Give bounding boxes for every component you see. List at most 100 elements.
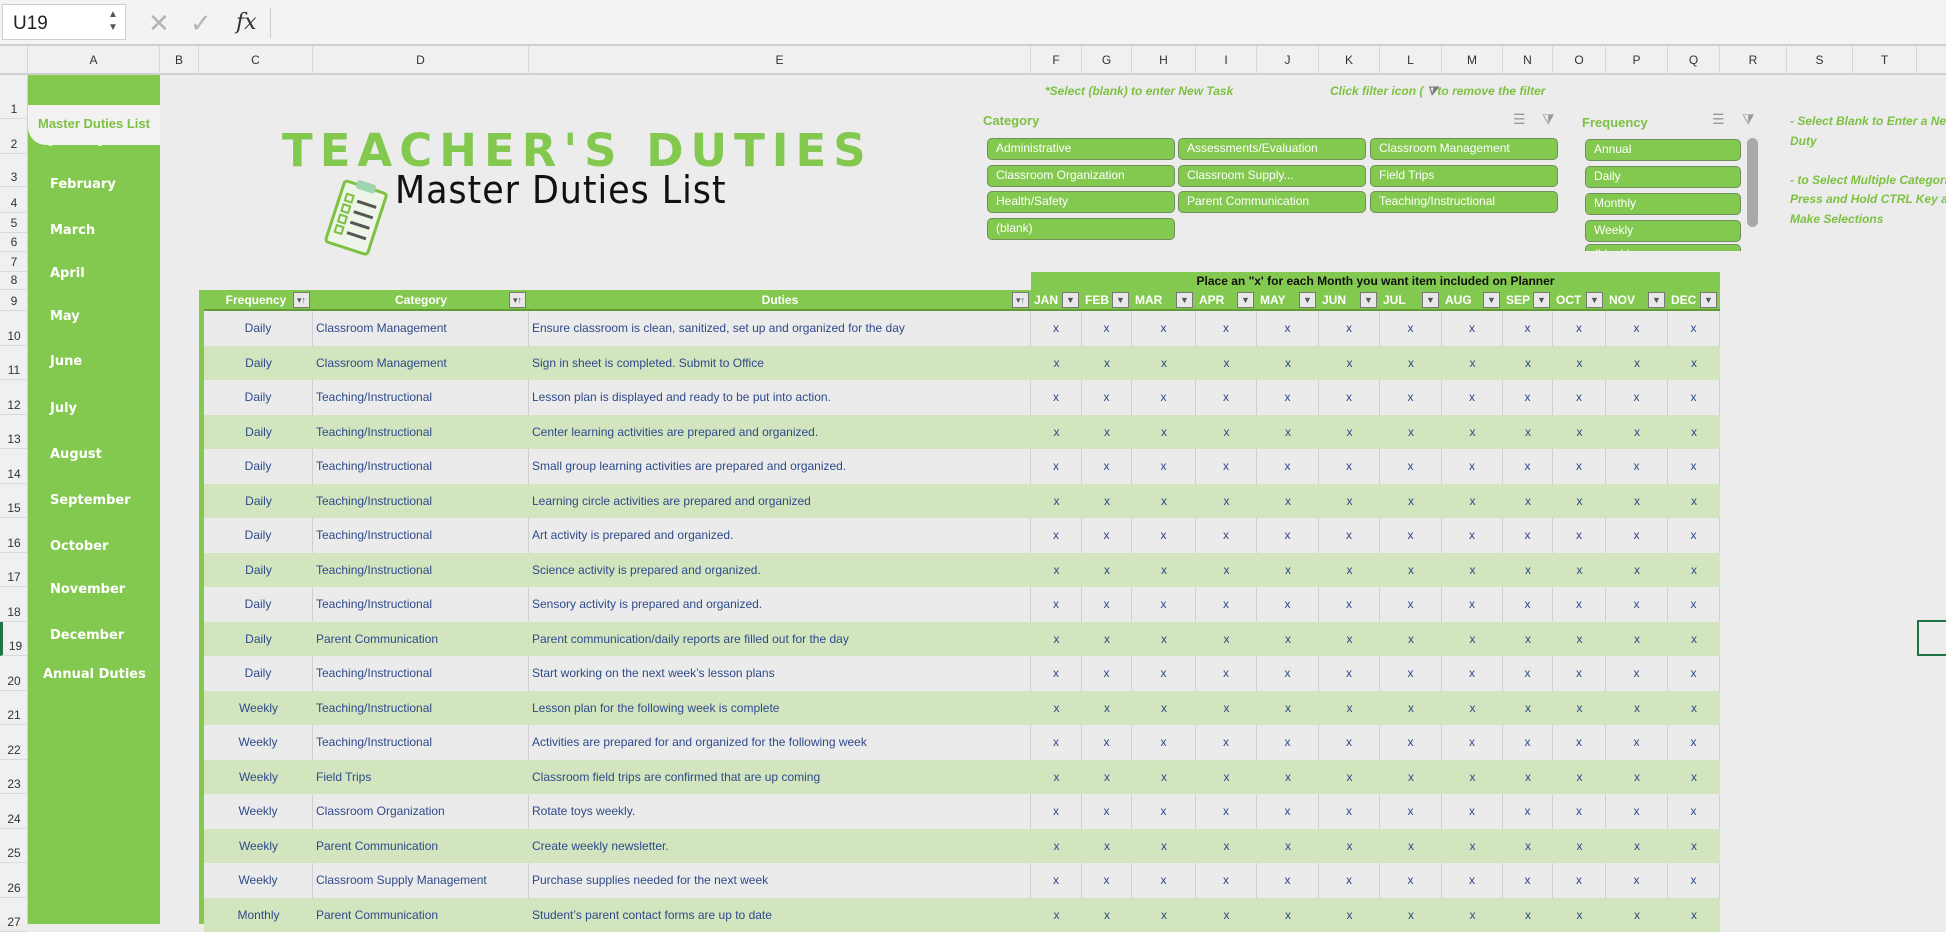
month-mark-cell[interactable]: x [1668,691,1720,726]
month-mark-cell[interactable]: x [1380,380,1442,415]
frequency-cell[interactable]: Daily [204,484,313,519]
month-mark-cell[interactable]: x [1606,898,1668,932]
month-mark-cell[interactable]: x [1503,415,1553,450]
month-mark-cell[interactable]: x [1553,794,1606,829]
frequency-option[interactable]: Annual [1585,139,1741,161]
column-header-N[interactable]: N [1503,46,1553,75]
frequency-cell[interactable]: Monthly [204,898,313,932]
month-mark-cell[interactable]: x [1606,622,1668,657]
month-mark-cell[interactable]: x [1442,449,1503,484]
month-mark-cell[interactable]: x [1132,622,1196,657]
month-mark-cell[interactable]: x [1031,898,1082,932]
month-mark-cell[interactable]: x [1082,863,1132,898]
month-mark-cell[interactable]: x [1196,829,1257,864]
month-mark-cell[interactable]: x [1503,829,1553,864]
month-mark-cell[interactable]: x [1503,311,1553,346]
month-mark-cell[interactable]: x [1668,622,1720,657]
month-mark-cell[interactable]: x [1503,898,1553,932]
duty-cell[interactable]: Lesson plan is displayed and ready to be… [529,380,1031,415]
row-header-1[interactable]: 1 [0,75,28,119]
column-header-L[interactable]: L [1380,46,1442,75]
month-mark-cell[interactable]: x [1553,380,1606,415]
frequency-cell[interactable]: Daily [204,656,313,691]
month-mark-cell[interactable]: x [1319,829,1380,864]
month-mark-cell[interactable]: x [1196,725,1257,760]
duty-cell[interactable]: Purchase supplies needed for the next we… [529,863,1031,898]
month-mark-cell[interactable]: x [1442,518,1503,553]
month-mark-cell[interactable]: x [1442,553,1503,588]
column-header-Q[interactable]: Q [1668,46,1720,75]
month-mark-cell[interactable]: x [1132,587,1196,622]
month-mark-cell[interactable]: x [1082,380,1132,415]
frequency-cell[interactable]: Daily [204,553,313,588]
column-header-E[interactable]: E [529,46,1031,75]
month-mark-cell[interactable]: x [1319,587,1380,622]
month-mark-cell[interactable]: x [1082,622,1132,657]
month-mark-cell[interactable]: x [1031,725,1082,760]
month-mark-cell[interactable]: x [1257,863,1319,898]
month-mark-cell[interactable]: x [1553,518,1606,553]
column-header-D[interactable]: D [313,46,529,75]
month-mark-cell[interactable]: x [1082,415,1132,450]
month-mark-cell[interactable]: x [1196,311,1257,346]
month-mark-cell[interactable]: x [1319,484,1380,519]
category-option[interactable]: Assessments/Evaluation [1178,138,1366,160]
month-mark-cell[interactable]: x [1442,725,1503,760]
frequency-option[interactable]: Weekly [1585,220,1741,242]
column-header-G[interactable]: G [1082,46,1132,75]
month-mark-cell[interactable]: x [1132,415,1196,450]
column-header-H[interactable]: H [1132,46,1196,75]
month-mark-cell[interactable]: x [1257,898,1319,932]
column-header-K[interactable]: K [1319,46,1380,75]
month-mark-cell[interactable]: x [1319,725,1380,760]
sidebar-item-september[interactable]: September [50,493,131,508]
multi-select-icon[interactable]: ☰ [1712,111,1725,128]
month-mark-cell[interactable]: x [1380,484,1442,519]
filter-sort-dropdown-icon[interactable]: ▾↑ [1012,292,1029,308]
category-cell[interactable]: Teaching/Instructional [313,725,529,760]
month-mark-cell[interactable]: x [1668,346,1720,381]
duty-cell[interactable]: Start working on the next week’s lesson … [529,656,1031,691]
month-mark-cell[interactable]: x [1082,898,1132,932]
month-mark-cell[interactable]: x [1031,415,1082,450]
month-mark-cell[interactable]: x [1668,518,1720,553]
month-mark-cell[interactable]: x [1196,691,1257,726]
slicer-scrollbar[interactable] [1747,138,1758,227]
month-mark-cell[interactable]: x [1196,863,1257,898]
filter-dropdown-icon[interactable]: ▼ [1422,292,1439,308]
row-header-23[interactable]: 23 [0,760,28,795]
sidebar-item-december[interactable]: December [50,628,124,643]
select-all-corner[interactable] [0,46,28,75]
row-header-19[interactable]: 19 [0,622,28,657]
month-mark-cell[interactable]: x [1257,518,1319,553]
month-mark-cell[interactable]: x [1553,346,1606,381]
month-mark-cell[interactable]: x [1031,794,1082,829]
month-mark-cell[interactable]: x [1082,760,1132,795]
month-mark-cell[interactable]: x [1196,760,1257,795]
duty-cell[interactable]: Ensure classroom is clean, sanitized, se… [529,311,1031,346]
month-mark-cell[interactable]: x [1319,863,1380,898]
frequency-cell[interactable]: Weekly [204,794,313,829]
month-mark-cell[interactable]: x [1196,415,1257,450]
month-mark-cell[interactable]: x [1257,829,1319,864]
filter-dropdown-icon[interactable]: ▼ [1533,292,1550,308]
month-mark-cell[interactable]: x [1606,415,1668,450]
month-mark-cell[interactable]: x [1553,311,1606,346]
row-header-26[interactable]: 26 [0,863,28,898]
column-header-A[interactable]: A [28,46,160,75]
month-mark-cell[interactable]: x [1668,829,1720,864]
month-mark-cell[interactable]: x [1319,760,1380,795]
function-icon[interactable]: fx [236,10,257,35]
month-mark-cell[interactable]: x [1082,691,1132,726]
month-mark-cell[interactable]: x [1442,691,1503,726]
month-mark-cell[interactable]: x [1132,725,1196,760]
frequency-cell[interactable]: Weekly [204,691,313,726]
category-cell[interactable]: Field Trips [313,760,529,795]
month-mark-cell[interactable]: x [1319,311,1380,346]
month-mark-cell[interactable]: x [1553,587,1606,622]
month-mark-cell[interactable]: x [1082,553,1132,588]
month-mark-cell[interactable]: x [1257,380,1319,415]
duty-cell[interactable]: Small group learning activities are prep… [529,449,1031,484]
month-mark-cell[interactable]: x [1082,656,1132,691]
month-mark-cell[interactable]: x [1668,760,1720,795]
